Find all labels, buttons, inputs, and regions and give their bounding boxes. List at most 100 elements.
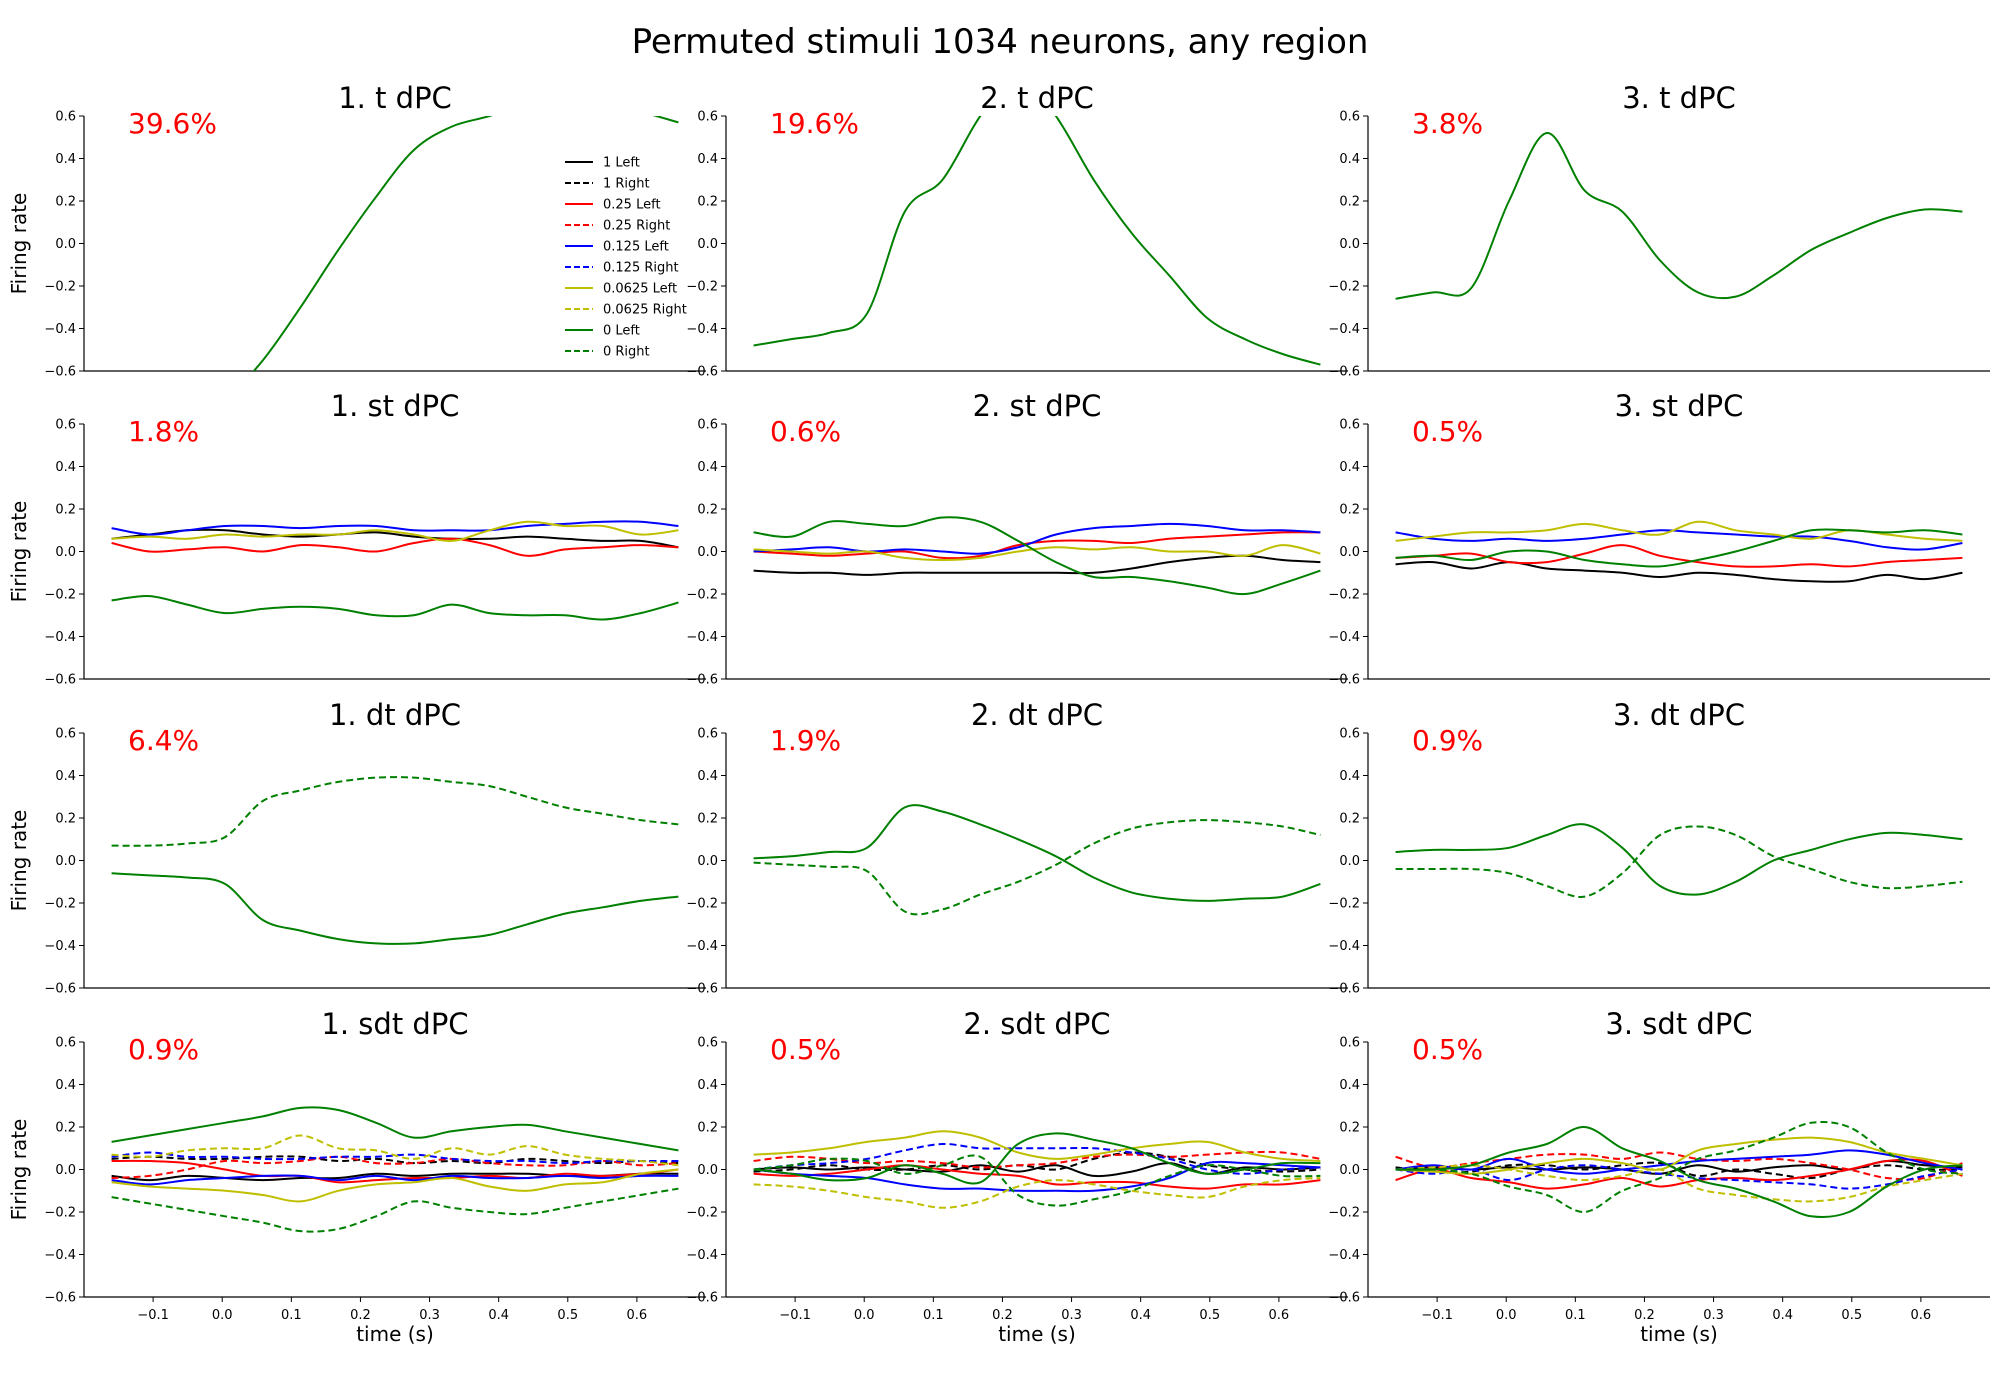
x-tick-label: 0.4	[1772, 1308, 1793, 1323]
y-tick-label: −0.2	[686, 280, 718, 295]
y-tick-label: 0.4	[55, 769, 76, 784]
legend-label: 1 Right	[603, 177, 650, 192]
y-tick-label: −0.6	[686, 1291, 718, 1306]
panel: 0.6 0.4 0.2 0.0 −0.2 −0.4 −0.6 3. dt dPC 0.9%	[1328, 698, 1990, 997]
panels: 0.6 0.4 0.2 0.0 −0.2 −0.4 −0.6 Firing rate 1. t …	[7, 81, 1990, 1346]
series-line	[1395, 825, 1963, 898]
explained-variance-label: 39.6%	[128, 107, 217, 140]
x-tick-label: 0.4	[488, 1308, 509, 1323]
series-line	[1395, 1164, 1963, 1190]
y-tick-label: 0.4	[1339, 1078, 1360, 1093]
x-tick-label: 0.2	[1634, 1308, 1655, 1323]
x-tick-label: 0.6	[1911, 1308, 1932, 1323]
series-line	[753, 1177, 1321, 1209]
panel: 0.6 0.4 0.2 0.0 −0.2 −0.4 −0.6 −0.1 0.0 0.1 0.2 0.3…	[1328, 1007, 1990, 1346]
series-group	[111, 520, 679, 621]
x-axis-label: time (s)	[998, 1322, 1076, 1346]
y-tick-label: −0.2	[44, 588, 76, 603]
y-tick-label: −0.2	[1328, 897, 1360, 912]
y-tick-label: 0.0	[697, 854, 718, 869]
y-tick-label: −0.4	[1328, 322, 1360, 337]
y-tick-label: 0.0	[697, 545, 718, 560]
y-tick-label: 0.0	[697, 237, 718, 252]
y-tick-label: 0.4	[1339, 460, 1360, 475]
y-tick-label: −0.2	[1328, 280, 1360, 295]
y-tick-label: 0.4	[1339, 769, 1360, 784]
series-line	[111, 872, 679, 945]
x-tick-label: −0.1	[137, 1308, 169, 1323]
y-tick-label: 0.2	[1339, 503, 1360, 518]
x-tick-label: 0.0	[854, 1308, 875, 1323]
panel-title: 1. dt dPC	[329, 698, 461, 732]
y-tick-label: 0.2	[55, 195, 76, 210]
series-line	[1395, 1149, 1963, 1175]
legend-label: 0 Right	[603, 345, 650, 360]
legend-label: 0.25 Right	[603, 219, 670, 234]
y-tick-label: 0.2	[697, 195, 718, 210]
y-tick-label: 0.2	[697, 812, 718, 827]
series-line	[753, 554, 1321, 576]
panel-title: 3. dt dPC	[1613, 698, 1745, 732]
y-tick-label: −0.6	[1328, 365, 1360, 380]
series-line	[753, 516, 1321, 596]
y-tick-label: −0.4	[44, 630, 76, 645]
x-tick-label: −0.1	[1421, 1308, 1453, 1323]
legend-label: 0.0625 Right	[603, 303, 687, 318]
y-tick-label: 0.0	[1339, 1163, 1360, 1178]
explained-variance-label: 0.5%	[770, 1033, 841, 1066]
panel: 0.6 0.4 0.2 0.0 −0.2 −0.4 −0.6 Firing rate 1. st…	[7, 389, 706, 688]
y-tick-label: −0.2	[686, 897, 718, 912]
series-line	[111, 776, 679, 847]
series-line	[111, 520, 679, 536]
explained-variance-label: 0.9%	[128, 1033, 199, 1066]
x-tick-label: 0.6	[627, 1308, 648, 1323]
y-tick-label: −0.6	[1328, 982, 1360, 997]
panel-title: 2. dt dPC	[971, 698, 1103, 732]
series-line	[753, 1130, 1321, 1162]
y-tick-label: 0.2	[55, 1121, 76, 1136]
series-line	[753, 544, 1321, 562]
series-line	[111, 1174, 679, 1186]
y-tick-label: 0.0	[55, 237, 76, 252]
panel: 0.6 0.4 0.2 0.0 −0.2 −0.4 −0.6 −0.1 0.0 0.1 0.2 0.3…	[686, 1007, 1348, 1346]
y-tick-label: −0.6	[44, 673, 76, 688]
y-tick-label: 0.0	[55, 545, 76, 560]
y-axis-label: Firing rate	[7, 810, 31, 912]
y-tick-label: −0.2	[1328, 588, 1360, 603]
y-tick-label: −0.2	[1328, 1206, 1360, 1221]
x-tick-label: −0.1	[779, 1308, 811, 1323]
series-line	[1395, 823, 1963, 896]
series-group	[753, 116, 1321, 366]
series-line	[753, 116, 1321, 366]
series-group	[1395, 823, 1963, 898]
panel-title: 1. t dPC	[338, 81, 452, 115]
y-tick-label: −0.6	[1328, 1291, 1360, 1306]
x-tick-label: 0.3	[419, 1308, 440, 1323]
series-line	[111, 1151, 679, 1165]
y-tick-label: −0.6	[686, 982, 718, 997]
explained-variance-label: 0.5%	[1412, 1033, 1483, 1066]
y-tick-label: −0.4	[1328, 630, 1360, 645]
y-tick-label: −0.4	[686, 630, 718, 645]
y-tick-label: −0.4	[1328, 1248, 1360, 1263]
x-axis-label: time (s)	[356, 1322, 434, 1346]
y-tick-label: 0.6	[697, 110, 718, 125]
x-tick-label: 0.2	[350, 1308, 371, 1323]
y-tick-label: 0.6	[1339, 418, 1360, 433]
panel: 0.6 0.4 0.2 0.0 −0.2 −0.4 −0.6 2. st dPC 0.6%	[686, 389, 1348, 688]
panel: 0.6 0.4 0.2 0.0 −0.2 −0.4 −0.6 3. st dPC 0.5%	[1328, 389, 1990, 688]
series-line	[1395, 544, 1963, 568]
y-tick-label: 0.6	[1339, 1036, 1360, 1051]
series-group	[1395, 520, 1963, 583]
series-line	[111, 1187, 679, 1233]
x-axis-label: time (s)	[1640, 1322, 1718, 1346]
panel-title: 3. t dPC	[1622, 81, 1736, 115]
x-tick-label: 0.5	[557, 1308, 578, 1323]
x-tick-label: 0.1	[923, 1308, 944, 1323]
y-tick-label: −0.6	[686, 673, 718, 688]
y-tick-label: 0.0	[1339, 854, 1360, 869]
legend-label: 0.25 Left	[603, 198, 661, 213]
series-line	[111, 537, 679, 557]
y-tick-label: 0.6	[55, 418, 76, 433]
